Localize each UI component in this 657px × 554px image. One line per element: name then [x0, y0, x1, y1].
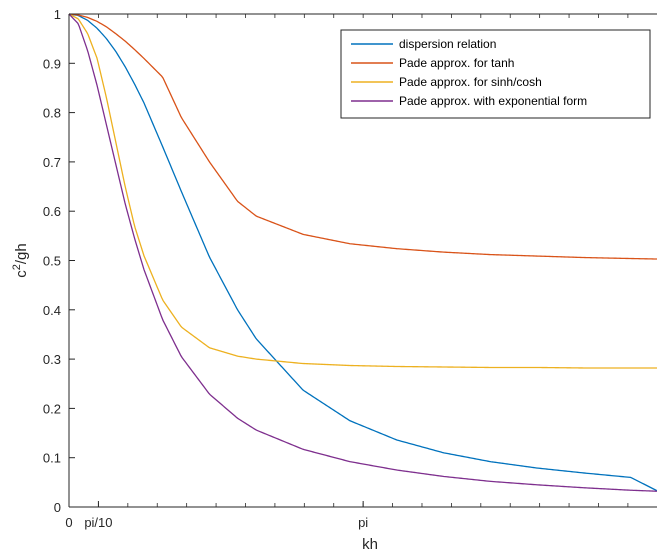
y-axis-title-base: c: [13, 270, 30, 278]
y-axis-title-rest: /gh: [13, 243, 30, 264]
y-tick-label: 0.1: [43, 451, 61, 466]
x-tick-label: pi: [358, 515, 368, 530]
y-tick-label: 0.5: [43, 254, 61, 269]
x-tick-label: pi/10: [84, 515, 112, 530]
series-line-3: [68, 13, 657, 369]
legend-label: dispersion relation: [399, 37, 496, 51]
y-tick-label: 0.9: [43, 56, 61, 71]
y-tick-label: 0: [54, 500, 61, 515]
y-tick-label: 0.3: [43, 352, 61, 367]
y-tick-label: 0.4: [43, 303, 61, 318]
legend-label: Pade approx. for tanh: [399, 56, 514, 70]
y-tick-label: 0.6: [43, 204, 61, 219]
y-axis-title: c2/gh: [11, 243, 30, 277]
x-axis-title: kh: [362, 536, 378, 553]
y-tick-label: 0.8: [43, 106, 61, 121]
y-axis-title-sup: 2: [11, 264, 23, 270]
series-line-1: [68, 13, 657, 492]
y-tick-label: 0.7: [43, 155, 61, 170]
series-line-2: [68, 13, 657, 260]
legend-label: Pade approx. with exponential form: [399, 94, 587, 108]
x-tick-label: 0: [65, 515, 72, 530]
y-tick-label: 0.2: [43, 401, 61, 416]
series-line-4: [68, 13, 657, 492]
legend-label: Pade approx. for sinh/cosh: [399, 75, 542, 89]
y-tick-label: 1: [54, 7, 61, 22]
